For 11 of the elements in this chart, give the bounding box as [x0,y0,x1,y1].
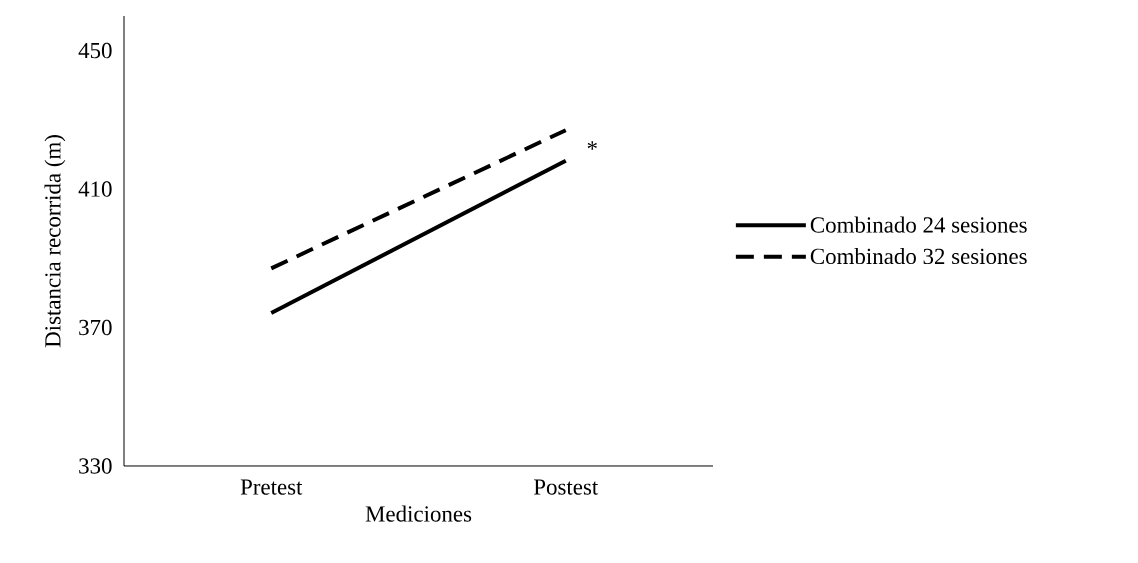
legend-label: Combinado 24 sesiones [810,216,1027,233]
y-tick-label: 410 [78,181,112,197]
y-axis-title: Distancia recorrida (m) [44,135,66,348]
annotation: * [587,141,597,150]
x-tick-label: Pretest [240,479,303,495]
y-tick-label: 450 [78,42,112,59]
y-tick-label: 370 [79,319,112,336]
x-tick-label: Postest [533,479,599,495]
y-tick-label: 330 [79,458,112,474]
legend-label: Combinado 32 sesiones [810,247,1027,265]
x-axis-title: Mediciones [365,505,472,522]
